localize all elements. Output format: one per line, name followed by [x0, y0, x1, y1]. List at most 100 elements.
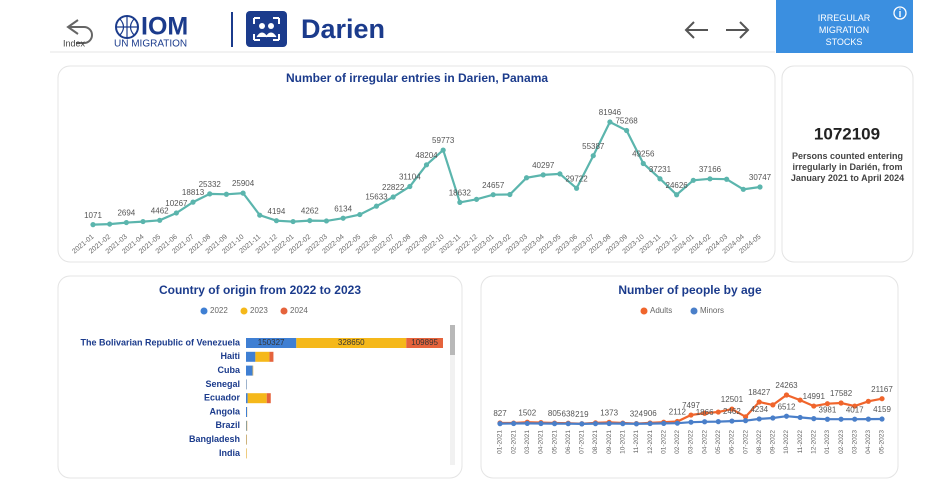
point: [824, 401, 831, 407]
data-label: 55387: [582, 142, 605, 151]
point: [715, 419, 721, 425]
bar-segment: [406, 338, 443, 348]
category-label: Bangladesh: [189, 434, 240, 444]
category-label: India: [219, 448, 241, 458]
point: [440, 147, 446, 153]
next-arrow[interactable]: [726, 21, 750, 39]
x-tick-label: 02-2021: [510, 430, 517, 454]
data-label: 25904: [232, 179, 255, 188]
point: [742, 414, 749, 420]
point: [606, 420, 612, 427]
point: [811, 403, 817, 409]
point: [223, 191, 229, 197]
chart-title: Number of people by age: [618, 283, 762, 297]
info-icon[interactable]: [893, 6, 907, 20]
point: [173, 210, 179, 216]
point: [688, 412, 694, 418]
legend-label: Minors: [700, 306, 724, 315]
data-label: 17582: [830, 389, 853, 398]
data-label: 2694: [117, 209, 135, 218]
point: [140, 218, 146, 225]
legend-swatch: [240, 307, 248, 315]
category-label: Angola: [210, 406, 241, 416]
back-label[interactable]: Index: [63, 38, 86, 48]
data-label: 14991: [803, 392, 826, 401]
point: [715, 409, 721, 415]
data-label: 37231: [649, 165, 672, 174]
bar-segment: [246, 393, 248, 404]
bar-segment: [246, 407, 248, 417]
point: [340, 215, 346, 221]
stocks-button-label[interactable]: IRREGULAR MIGRATION STOCKS: [817, 13, 871, 47]
data-label: 328650: [338, 338, 365, 347]
kpi-value: 1072109: [814, 124, 880, 143]
point: [592, 421, 599, 427]
data-label: 21167: [871, 385, 893, 394]
point: [724, 176, 730, 182]
data-label: 827: [493, 409, 507, 418]
data-label: 6512: [778, 402, 796, 411]
back-icon[interactable]: [66, 19, 93, 44]
point: [674, 192, 680, 198]
point: [797, 397, 803, 403]
bar-segment: [246, 351, 256, 362]
point: [633, 421, 640, 427]
x-tick-label: 04-2023: [865, 430, 872, 454]
point: [729, 406, 735, 412]
x-tick-label: 03-2022: [688, 430, 695, 454]
point: [257, 212, 263, 218]
x-tick-label: 06-2022: [729, 430, 736, 454]
data-label: 12501: [721, 395, 744, 404]
data-label: 48204: [415, 151, 438, 160]
point: [207, 191, 213, 197]
point: [190, 199, 196, 205]
data-label: 40297: [532, 161, 555, 170]
data-label: 638: [562, 409, 576, 418]
data-label: 150327: [258, 338, 285, 347]
x-tick-label: 06-2021: [565, 430, 572, 454]
legend-label: 2023: [250, 306, 268, 315]
x-tick-label: 10-2021: [620, 430, 627, 454]
point: [607, 119, 613, 125]
data-label: 7497: [682, 401, 700, 410]
scroll-track: [450, 325, 455, 465]
bar-segment: [296, 338, 407, 348]
bar-segment: [246, 420, 247, 431]
x-tick-label: 02-2022: [674, 430, 681, 454]
data-label: 25332: [199, 180, 222, 189]
point: [702, 410, 708, 416]
card: [480, 275, 899, 479]
point: [852, 403, 858, 409]
kpi-caption: Persons counted entering irregularly in …: [790, 151, 905, 183]
point: [865, 398, 871, 404]
x-tick-label: 11-2022: [797, 430, 804, 454]
point: [540, 172, 546, 178]
point: [661, 420, 667, 427]
point: [551, 421, 558, 427]
data-label: 906: [643, 409, 657, 418]
data-label: 10267: [165, 199, 188, 208]
x-tick-label: 03-2023: [851, 430, 858, 454]
prev-arrow[interactable]: [684, 21, 708, 39]
x-tick-label: 09-2021: [606, 430, 613, 454]
data-label: 75268: [615, 117, 638, 126]
x-tick-label: 12-2021: [647, 430, 654, 454]
category-label: The Bolivarian Republic of Venezuela: [80, 337, 241, 347]
darien-icon: [246, 11, 287, 47]
point: [407, 183, 413, 190]
x-tick-label: 01-2021: [497, 430, 504, 454]
point: [240, 190, 246, 196]
bar-segment: [246, 365, 253, 376]
x-tick-label: 05-2023: [879, 430, 886, 454]
point: [770, 415, 776, 421]
scroll-thumb[interactable]: [450, 325, 455, 355]
darien-icon-person: [268, 23, 274, 29]
data-label: 37166: [699, 165, 722, 174]
point: [640, 160, 646, 167]
data-label: 6134: [334, 204, 352, 213]
point: [757, 184, 763, 190]
data-label: 1071: [84, 211, 102, 220]
stocks-button[interactable]: [776, 0, 913, 53]
data-label: 24263: [775, 381, 798, 390]
point: [674, 420, 680, 426]
